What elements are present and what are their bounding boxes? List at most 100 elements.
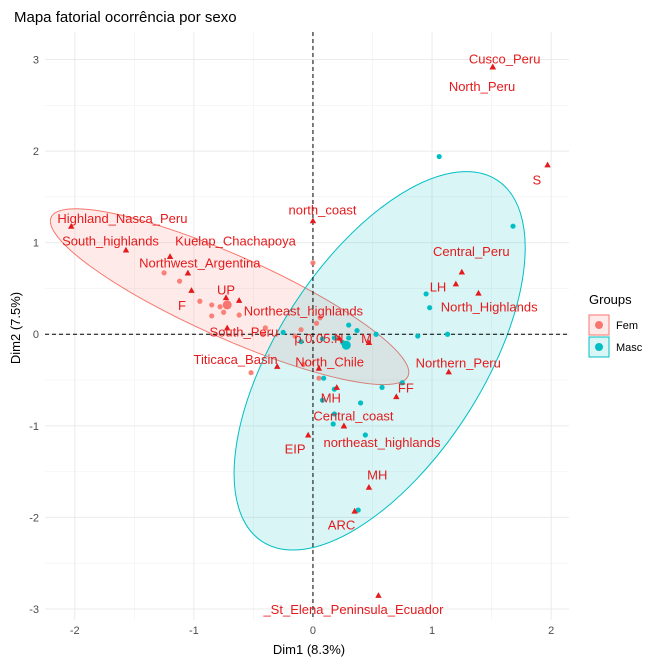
y-tick-label: 3 xyxy=(33,54,39,66)
variable-label: Northeast_highlands xyxy=(244,303,364,318)
variable-label: South_Peru xyxy=(210,324,279,339)
masc-point xyxy=(362,432,368,438)
variable-label: Central_Peru xyxy=(433,244,510,259)
masc-point xyxy=(298,338,304,345)
fem-legend-dot xyxy=(595,321,603,329)
variable-label: MH xyxy=(321,390,341,405)
masc-point xyxy=(346,335,352,341)
variable-point xyxy=(184,269,192,276)
variable-point xyxy=(68,222,75,229)
variable-label: FF xyxy=(398,380,414,395)
variable-point xyxy=(393,393,400,400)
variable-point xyxy=(458,268,466,275)
masc-point xyxy=(331,335,337,341)
variable-point xyxy=(375,592,382,598)
variable-label: UP xyxy=(217,282,235,297)
x-tick-label: 0 xyxy=(310,625,316,637)
variable-point xyxy=(445,368,452,375)
y-tick-label: -3 xyxy=(29,604,39,616)
variable-point xyxy=(222,294,230,301)
variable-point xyxy=(235,297,243,303)
variable-label: Northwest_Argentina xyxy=(139,256,261,271)
x-tick-label: 2 xyxy=(548,625,554,637)
masc-point xyxy=(357,400,364,406)
variable-label: M xyxy=(361,331,372,346)
masc-point xyxy=(444,331,451,337)
fem-point xyxy=(262,325,268,331)
variable-label: Northern_Peru xyxy=(416,356,501,371)
variable-point xyxy=(188,287,195,293)
fem-point xyxy=(176,278,183,284)
variable-points xyxy=(68,63,551,598)
masc-point xyxy=(330,421,336,427)
variable-label: north_coast xyxy=(289,203,357,218)
variable-labels: Cusco_Peru North_Peru S Highland_Nasca_Peru… xyxy=(57,51,541,616)
y-axis-title: Dim2 (7.5%) xyxy=(8,292,23,364)
fem-point xyxy=(209,313,215,319)
fem-ellipse xyxy=(49,208,410,386)
masc-ellipse xyxy=(233,171,526,551)
y-tick-label: 2 xyxy=(33,146,39,158)
variable-label: Titicaca_Basin xyxy=(194,352,278,367)
reference-lines xyxy=(45,32,569,620)
fem-point xyxy=(161,270,167,276)
x-tick-label: 1 xyxy=(429,625,435,637)
variable-point xyxy=(340,422,348,429)
fem-point xyxy=(197,298,203,304)
masc-point xyxy=(427,305,433,311)
variable-point xyxy=(489,63,496,70)
variable-label: F xyxy=(178,298,186,313)
variable-point xyxy=(452,280,460,287)
fem-point xyxy=(236,312,242,318)
masc-point xyxy=(355,507,361,513)
fem-point xyxy=(316,375,322,381)
masc-point xyxy=(280,329,286,336)
variable-label: LH xyxy=(430,280,447,295)
masc-point xyxy=(354,327,360,334)
variable-label: MH xyxy=(367,467,387,482)
axis-ticks: -2 -1 0 1 2 -3 -2 -1 0 1 2 3 xyxy=(29,54,554,637)
variable-point xyxy=(166,253,174,259)
masc-point xyxy=(399,380,405,386)
y-tick-label: -1 xyxy=(29,421,39,433)
variable-label: North_Peru xyxy=(449,79,515,94)
fem-point xyxy=(317,315,323,321)
variable-label: North_Highlands xyxy=(441,300,538,315)
variable-point xyxy=(274,363,281,369)
variable-label: South_highlands xyxy=(62,234,159,249)
masc-point xyxy=(346,322,352,328)
individual-points xyxy=(161,153,516,513)
variable-label: S xyxy=(533,172,542,187)
variable-point xyxy=(475,289,482,296)
variable-point xyxy=(544,161,551,168)
y-tick-label: 1 xyxy=(33,238,39,250)
masc-point xyxy=(331,411,337,417)
variable-label: Kuelap_Chachapoya xyxy=(175,234,296,249)
fem-centroid xyxy=(222,300,232,310)
fem-point xyxy=(248,370,254,376)
legend: Groups Fem Masc xyxy=(588,292,643,358)
variable-point xyxy=(333,384,340,390)
variable-point xyxy=(122,246,130,253)
masc-point xyxy=(319,397,326,403)
fem-point xyxy=(313,320,320,326)
variable-point xyxy=(335,334,343,341)
fem-point xyxy=(298,327,304,333)
y-tick-label: 0 xyxy=(33,329,39,341)
variable-point xyxy=(309,217,317,224)
masc-legend-label: Masc xyxy=(616,342,643,354)
fem-point xyxy=(221,309,227,315)
variable-label: Central_coast xyxy=(313,409,394,424)
variable-label: EIP xyxy=(285,442,306,457)
x-axis-title: Dim1 (8.3%) xyxy=(273,642,345,657)
variable-point xyxy=(224,324,231,331)
fem-point xyxy=(217,304,223,310)
fem-point xyxy=(260,331,266,337)
masc-point xyxy=(415,333,421,339)
masc-centroid xyxy=(341,340,351,350)
variable-label: Highland_Nasca_Peru xyxy=(57,211,187,226)
fem-point xyxy=(209,302,215,308)
fem-legend-label: Fem xyxy=(616,320,638,332)
masc-legend-dot xyxy=(595,343,603,351)
